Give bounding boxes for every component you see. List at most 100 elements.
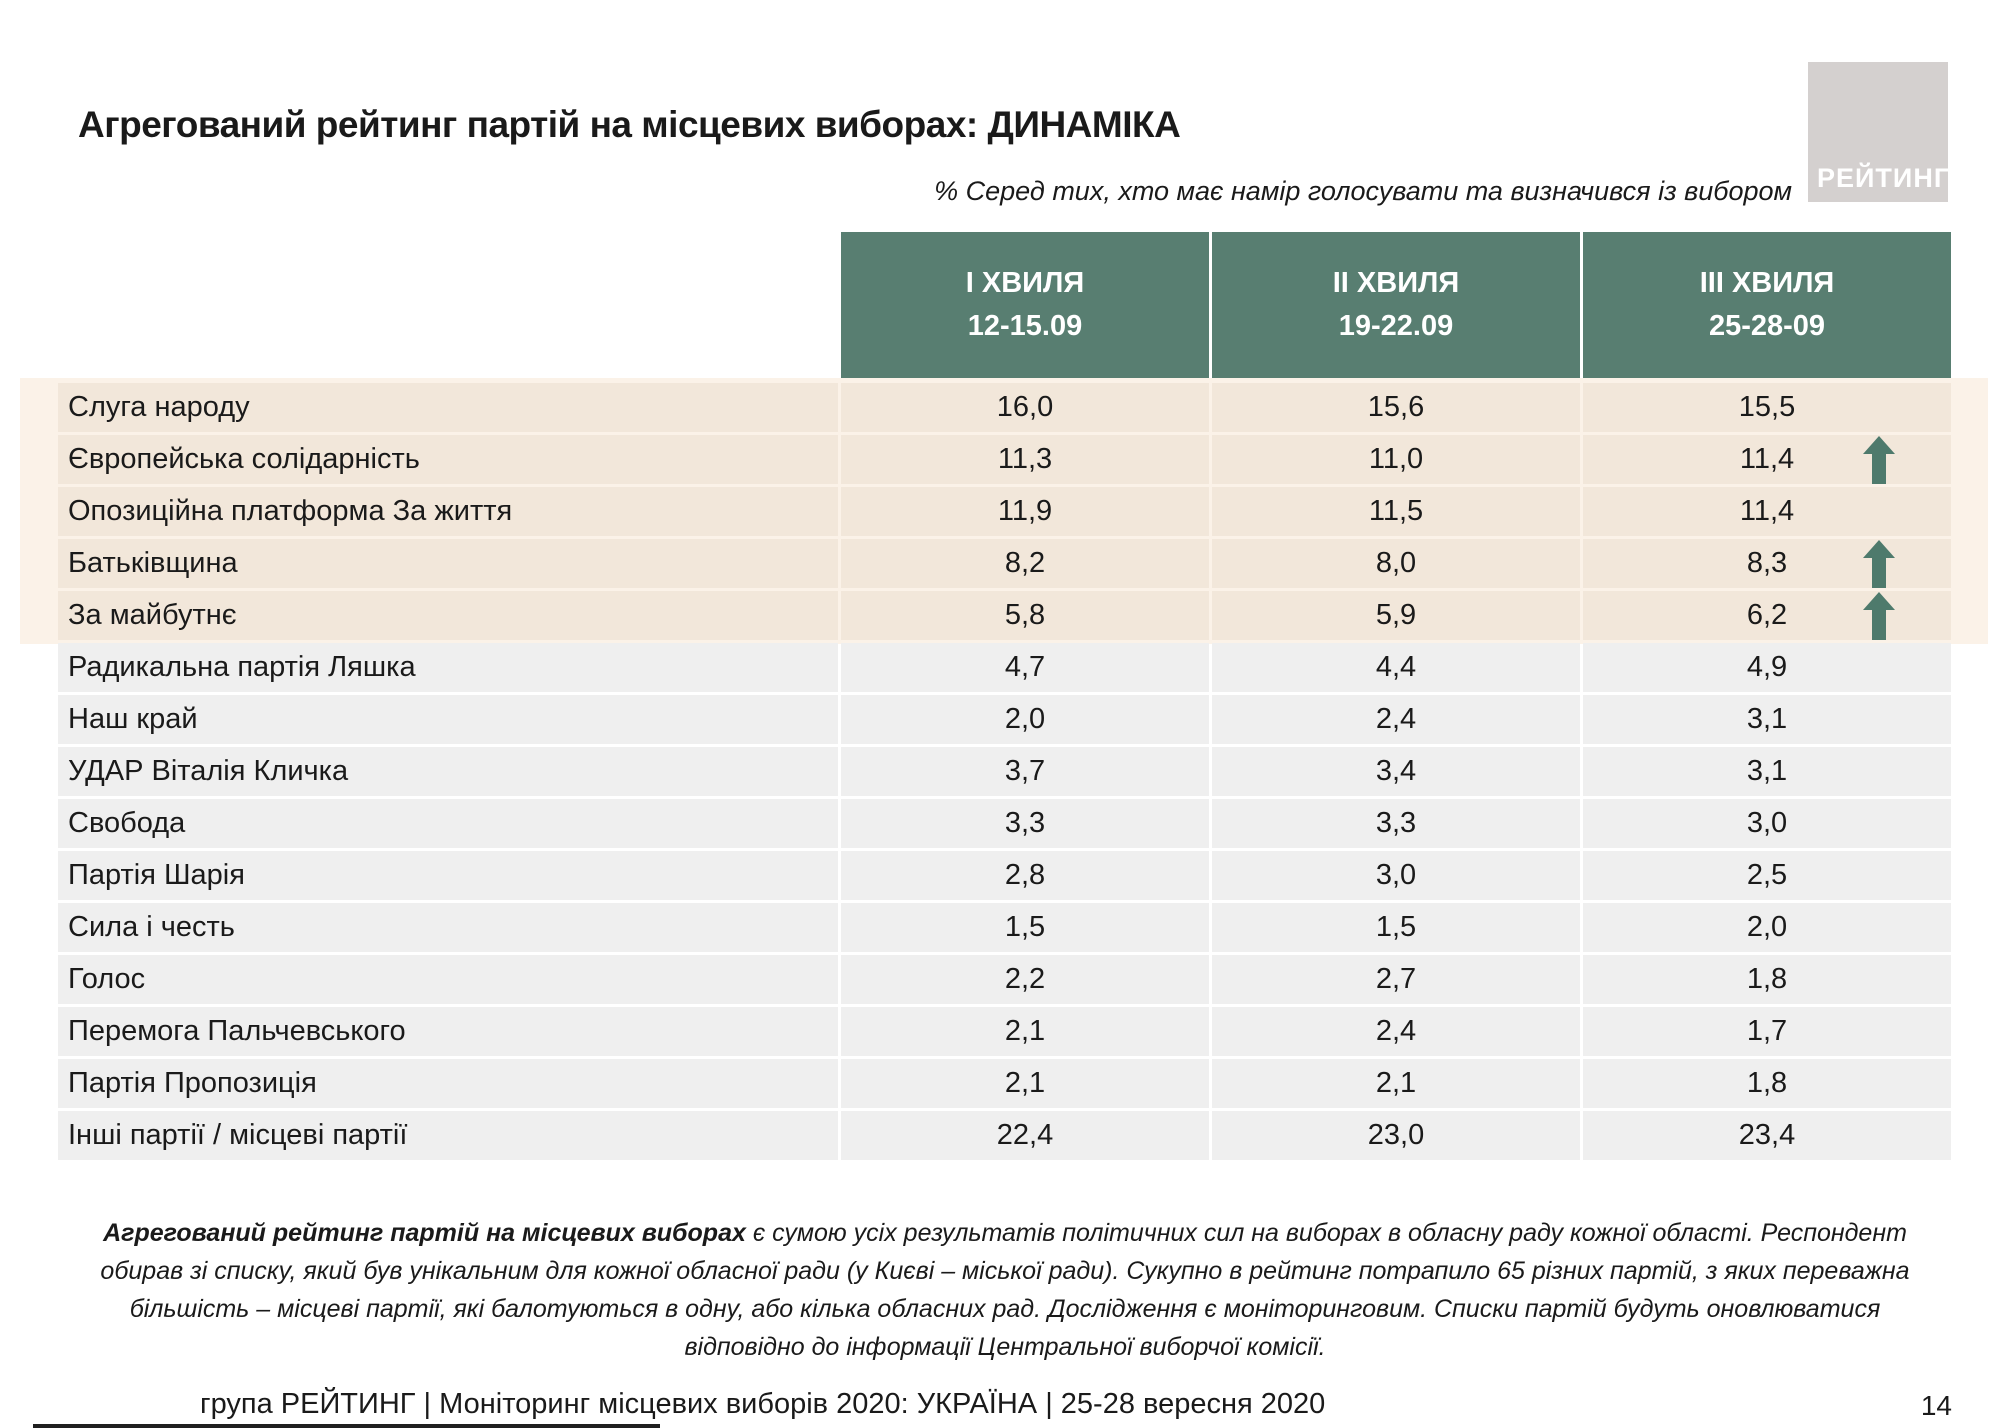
wave2-value: 3,3	[1212, 799, 1580, 848]
wave3-value: 3,1	[1583, 747, 1951, 796]
footnote-lead: Агрегований рейтинг партій на місцевих в…	[103, 1219, 746, 1247]
party-name: За майбутнє	[58, 591, 838, 640]
table-row: Наш край 2,0 2,4 3,1	[58, 695, 1951, 744]
wave3-value: 2,5	[1583, 851, 1951, 900]
table-row: Свобода 3,3 3,3 3,0	[58, 799, 1951, 848]
table-row: Слуга народу 16,0 15,6 15,5	[58, 383, 1951, 432]
wave2-label: ІІ ХВИЛЯ	[1332, 267, 1460, 299]
party-name: Слуга народу	[58, 383, 838, 432]
wave1-value: 2,1	[841, 1007, 1209, 1056]
table-row: Партія Пропозиція 2,1 2,1 1,8	[58, 1059, 1951, 1108]
table-row: УДАР Віталія Кличка 3,7 3,4 3,1	[58, 747, 1951, 796]
page-number: 14	[1920, 1390, 1952, 1421]
table-row: Радикальна партія Ляшка 4,7 4,4 4,9	[58, 643, 1951, 692]
rating-group-logo: РЕЙТИНГ	[1808, 62, 1951, 202]
header-empty-cell	[58, 232, 838, 378]
wave2-dates: 19-22.09	[1338, 310, 1454, 342]
party-name: Перемога Пальчевського	[58, 1007, 838, 1056]
wave1-value: 2,8	[841, 851, 1209, 900]
table-row: Опозиційна платформа За життя 11,9 11,5 …	[58, 487, 1951, 536]
wave3-value: 23,4	[1583, 1111, 1951, 1160]
party-name: Радикальна партія Ляшка	[58, 643, 838, 692]
wave2-value: 2,7	[1212, 955, 1580, 1004]
wave3-label: ІІІ ХВИЛЯ	[1699, 267, 1835, 299]
party-name: Партія Пропозиція	[58, 1059, 838, 1108]
wave3-value: 6,2	[1583, 591, 1951, 640]
table-row: Інші партії / місцеві партії 22,4 23,0 2…	[58, 1111, 1951, 1160]
party-name: Партія Шарія	[58, 851, 838, 900]
party-name: Сила і честь	[58, 903, 838, 952]
wave3-value: 11,4	[1583, 487, 1951, 536]
wave3-value: 3,1	[1583, 695, 1951, 744]
wave3-value: 15,5	[1583, 383, 1951, 432]
bottom-accent-bar	[33, 1424, 660, 1428]
party-name: Батьківщина	[58, 539, 838, 588]
subtitle-note: % Серед тих, хто має намір голосувати та…	[934, 176, 1792, 206]
wave1-dates: 12-15.09	[967, 310, 1083, 342]
table-row: Батьківщина 8,2 8,0 8,3	[58, 539, 1951, 588]
up-arrow-icon	[1863, 539, 1895, 588]
table-row: Сила і честь 1,5 1,5 2,0	[58, 903, 1951, 952]
wave2-value: 1,5	[1212, 903, 1580, 952]
party-name: Голос	[58, 955, 838, 1004]
table-row: Перемога Пальчевського 2,1 2,4 1,7	[58, 1007, 1951, 1056]
wave1-value: 11,3	[841, 435, 1209, 484]
party-name: Наш край	[58, 695, 838, 744]
wave1-value: 16,0	[841, 383, 1209, 432]
party-name: Свобода	[58, 799, 838, 848]
ratings-table: І ХВИЛЯ 12-15.09 ІІ ХВИЛЯ 19-22.09 ІІІ Х…	[58, 232, 1951, 1163]
wave3-value: 1,8	[1583, 955, 1951, 1004]
footer-caption: група РЕЙТИНГ | Моніторинг місцевих вибо…	[200, 1388, 1326, 1420]
wave2-value: 15,6	[1212, 383, 1580, 432]
wave2-value: 2,4	[1212, 695, 1580, 744]
wave1-label: І ХВИЛЯ	[965, 267, 1085, 299]
wave2-value: 2,1	[1212, 1059, 1580, 1108]
table-row: За майбутнє 5,8 5,9 6,2	[58, 591, 1951, 640]
wave3-dates: 25-28-09	[1708, 310, 1826, 342]
wave1-value: 3,3	[841, 799, 1209, 848]
wave2-value: 3,0	[1212, 851, 1580, 900]
wave2-value: 4,4	[1212, 643, 1580, 692]
table-row: Голос 2,2 2,7 1,8	[58, 955, 1951, 1004]
header-wave1: І ХВИЛЯ 12-15.09	[841, 232, 1209, 378]
footnote-body: є сумою усіх результатів політичних сил …	[100, 1219, 1910, 1361]
footnote: Агрегований рейтинг партій на місцевих в…	[100, 1214, 1910, 1366]
wave1-value: 11,9	[841, 487, 1209, 536]
wave3-value: 11,4	[1583, 435, 1951, 484]
wave2-value: 8,0	[1212, 539, 1580, 588]
wave3-value: 1,7	[1583, 1007, 1951, 1056]
logo-text: РЕЙТИНГ	[1817, 163, 1951, 193]
wave1-value: 4,7	[841, 643, 1209, 692]
party-name: Інші партії / місцеві партії	[58, 1111, 838, 1160]
wave1-value: 5,8	[841, 591, 1209, 640]
wave2-value: 3,4	[1212, 747, 1580, 796]
wave2-value: 2,4	[1212, 1007, 1580, 1056]
wave2-value: 5,9	[1212, 591, 1580, 640]
page-title: Агрегований рейтинг партій на місцевих в…	[78, 104, 1181, 145]
table-header: І ХВИЛЯ 12-15.09 ІІ ХВИЛЯ 19-22.09 ІІІ Х…	[58, 232, 1951, 378]
wave3-value: 4,9	[1583, 643, 1951, 692]
wave2-value: 11,0	[1212, 435, 1580, 484]
wave1-value: 22,4	[841, 1111, 1209, 1160]
wave2-value: 23,0	[1212, 1111, 1580, 1160]
table-row: Європейська солідарність 11,3 11,0 11,4	[58, 435, 1951, 484]
party-name: УДАР Віталія Кличка	[58, 747, 838, 796]
wave3-value: 1,8	[1583, 1059, 1951, 1108]
header-wave3: ІІІ ХВИЛЯ 25-28-09	[1583, 232, 1951, 378]
header-wave2: ІІ ХВИЛЯ 19-22.09	[1212, 232, 1580, 378]
up-arrow-icon	[1863, 591, 1895, 640]
wave1-value: 2,1	[841, 1059, 1209, 1108]
wave1-value: 3,7	[841, 747, 1209, 796]
wave1-value: 2,0	[841, 695, 1209, 744]
wave1-value: 2,2	[841, 955, 1209, 1004]
wave2-value: 11,5	[1212, 487, 1580, 536]
party-name: Опозиційна платформа За життя	[58, 487, 838, 536]
wave1-value: 1,5	[841, 903, 1209, 952]
up-arrow-icon	[1863, 435, 1895, 484]
wave3-value: 3,0	[1583, 799, 1951, 848]
wave1-value: 8,2	[841, 539, 1209, 588]
wave3-value: 2,0	[1583, 903, 1951, 952]
party-name: Європейська солідарність	[58, 435, 838, 484]
wave3-value: 8,3	[1583, 539, 1951, 588]
